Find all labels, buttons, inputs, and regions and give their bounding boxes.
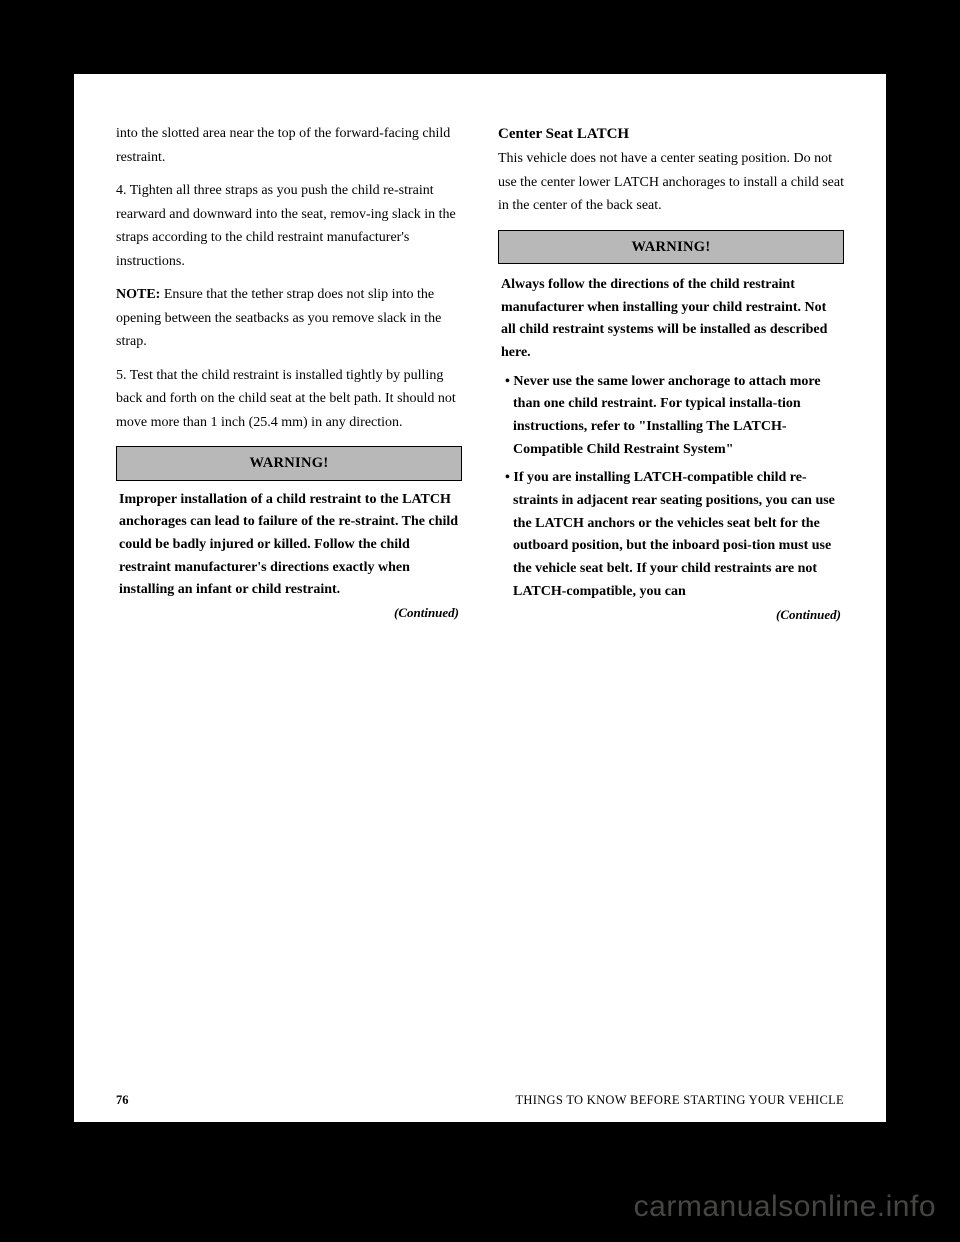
- para-note: NOTE: Ensure that the tether strap does …: [116, 283, 462, 354]
- page-number: 76: [116, 1093, 129, 1108]
- warning-header-right: WARNING!: [498, 230, 844, 264]
- warning-bullet-1: • Never use the same lower anchorage to …: [501, 371, 841, 462]
- section-title: THINGS TO KNOW BEFORE STARTING YOUR VEHI…: [515, 1093, 844, 1108]
- warning-bullet-2: • If you are installing LATCH-compatible…: [501, 467, 841, 603]
- para-step-4: 4. Tighten all three straps as you push …: [116, 179, 462, 273]
- two-column-layout: into the slotted area near the top of th…: [116, 122, 844, 1082]
- warning-bullet-1-text: Never use the same lower anchorage to at…: [513, 374, 821, 457]
- warning-text-left: Improper installation of a child restrai…: [119, 489, 459, 602]
- warning-subheading: Always follow the directions of the chil…: [501, 274, 841, 365]
- note-label: NOTE:: [116, 287, 160, 302]
- para-step-continuation: into the slotted area near the top of th…: [116, 122, 462, 169]
- para-center-seat: This vehicle does not have a center seat…: [498, 147, 844, 218]
- warning-body-right: Always follow the directions of the chil…: [498, 264, 844, 624]
- center-seat-latch-heading: Center Seat LATCH: [498, 122, 844, 147]
- continued-right: (Continued): [501, 604, 841, 625]
- manual-page: into the slotted area near the top of th…: [74, 74, 886, 1122]
- continued-left: (Continued): [119, 602, 459, 623]
- source-watermark: carmanualsonline.info: [634, 1190, 936, 1224]
- left-column: into the slotted area near the top of th…: [116, 122, 462, 1082]
- right-column: Center Seat LATCH This vehicle does not …: [498, 122, 844, 1082]
- page-footer: 76 THINGS TO KNOW BEFORE STARTING YOUR V…: [116, 1093, 844, 1108]
- para-step-5: 5. Test that the child restraint is inst…: [116, 364, 462, 435]
- warning-body-left: Improper installation of a child restrai…: [116, 481, 462, 623]
- note-text: Ensure that the tether strap does not sl…: [116, 287, 441, 349]
- warning-header-left: WARNING!: [116, 446, 462, 480]
- warning-bullet-2-text: If you are installing LATCH-compatible c…: [513, 470, 835, 598]
